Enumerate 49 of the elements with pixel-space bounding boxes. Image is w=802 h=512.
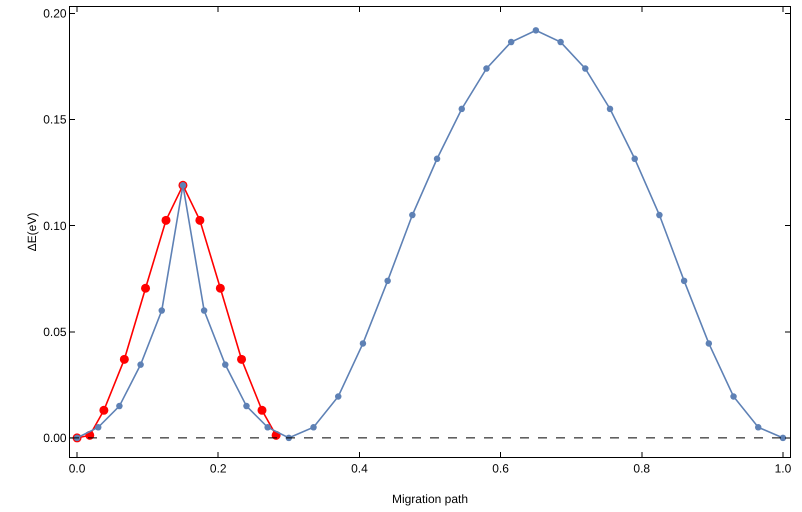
y-tick-label: 0.00 bbox=[43, 431, 67, 446]
x-tick-label: 0.0 bbox=[68, 461, 86, 476]
point bbox=[730, 393, 737, 400]
point bbox=[141, 284, 150, 293]
x-axis-title: Migration path bbox=[392, 492, 468, 506]
point bbox=[409, 212, 416, 218]
x-tick-label: 1.0 bbox=[774, 461, 792, 476]
point bbox=[99, 406, 108, 415]
point bbox=[532, 27, 540, 34]
point bbox=[258, 406, 266, 415]
point bbox=[434, 156, 440, 162]
y-tick-label: 0.15 bbox=[43, 112, 67, 127]
point bbox=[158, 307, 166, 314]
point bbox=[243, 402, 250, 410]
x-tick-label: 0.6 bbox=[492, 461, 510, 476]
x-tick-label: 0.8 bbox=[633, 461, 650, 476]
point bbox=[195, 216, 204, 225]
point bbox=[137, 361, 144, 368]
x-tick-label: 0.2 bbox=[210, 461, 227, 476]
point bbox=[384, 278, 391, 284]
point bbox=[310, 424, 317, 431]
point bbox=[780, 434, 786, 442]
point bbox=[264, 424, 271, 431]
y-tick-label: 0.20 bbox=[43, 6, 67, 21]
point bbox=[631, 156, 638, 162]
point bbox=[200, 307, 208, 314]
y-tick-label: 0.10 bbox=[43, 218, 67, 233]
point bbox=[458, 106, 466, 112]
point bbox=[120, 354, 129, 364]
point bbox=[360, 340, 366, 347]
point bbox=[116, 402, 123, 410]
point bbox=[222, 361, 229, 368]
point bbox=[94, 424, 102, 431]
y-axis-title: ΔE(eV) bbox=[25, 212, 39, 252]
x-tick-label: 0.4 bbox=[351, 461, 368, 476]
point bbox=[656, 212, 663, 218]
point bbox=[508, 38, 514, 46]
point bbox=[216, 284, 225, 293]
point bbox=[606, 106, 614, 112]
point bbox=[162, 216, 170, 225]
point bbox=[237, 354, 246, 364]
point bbox=[582, 65, 589, 72]
y-tick-label: 0.05 bbox=[43, 324, 67, 339]
point bbox=[754, 424, 762, 431]
point bbox=[483, 65, 490, 72]
point bbox=[557, 38, 564, 46]
point bbox=[706, 340, 712, 347]
point bbox=[680, 278, 688, 284]
point bbox=[334, 393, 342, 400]
